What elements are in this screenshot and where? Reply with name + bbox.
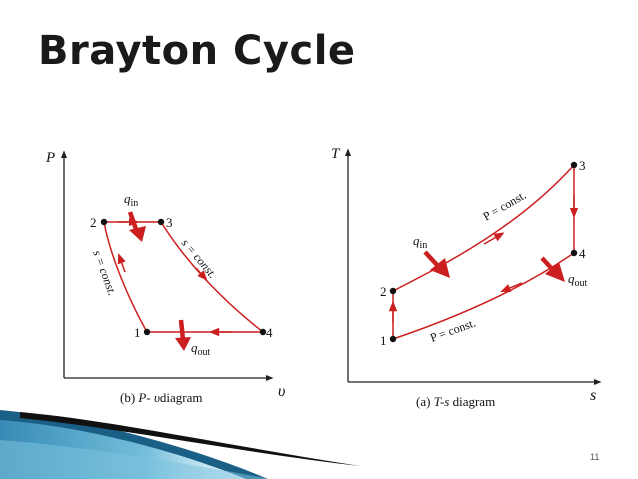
ts-upper-arrow	[483, 232, 505, 245]
pv-q-out-label: qout	[191, 340, 211, 358]
ts-diagram: T s 1 2 3 4 qin qout P =	[331, 146, 602, 409]
pv-point-label-2: 2	[90, 215, 97, 230]
ts-state-point-3	[570, 161, 578, 169]
pv-point-label-1: 1	[134, 325, 141, 340]
ts-q-out-arrow	[540, 256, 565, 282]
pv-q-in-arrow	[127, 211, 146, 242]
pv-expansion-arrow	[195, 267, 208, 281]
pv-isentropic-label-right: s = const.	[179, 236, 220, 281]
ts-isobar-label-upper: P = const.	[481, 188, 529, 224]
pv-point-label-3: 3	[166, 215, 173, 230]
ts-heat-rejection-curve	[392, 252, 575, 340]
ts-point-label-4: 4	[579, 246, 586, 261]
pv-y-axis-label: P	[45, 150, 55, 166]
pv-state-point-4	[259, 328, 267, 336]
pv-isentropic-label-left: s = const.	[90, 248, 119, 297]
ts-isobar-label-lower: P = const.	[428, 315, 477, 344]
pv-diagram: P υ 1 2 3 4 qin qout s =	[45, 150, 285, 405]
ts-caption: (a) T-s diagram	[416, 394, 495, 409]
pv-compression-curve	[103, 221, 148, 333]
pv-state-point-1	[143, 328, 151, 336]
ts-q-in-label: qin	[413, 233, 427, 251]
slide-title: Brayton Cycle	[38, 28, 356, 74]
pv-compression-arrow	[117, 253, 126, 273]
ts-state-point-2	[389, 287, 397, 295]
ts-heat-addition-curve	[392, 164, 575, 292]
pv-caption: (b) P- υdiagram	[120, 390, 203, 405]
ts-q-in-arrow	[423, 250, 450, 278]
pv-q-out-arrow	[175, 319, 191, 351]
pv-point-label-4: 4	[266, 325, 273, 340]
ts-x-axis-label: s	[590, 387, 596, 404]
ts-state-point-4	[570, 249, 578, 257]
pv-state-point-2	[100, 218, 108, 226]
ts-point-label-3: 3	[579, 158, 586, 173]
pv-state-point-3	[157, 218, 165, 226]
decorative-swoosh	[0, 410, 360, 479]
pv-q-in-label: qin	[124, 191, 138, 209]
ts-q-out-label: qout	[568, 271, 588, 289]
ts-point-label-2: 2	[380, 284, 387, 299]
ts-y-axis-label: T	[331, 146, 341, 162]
pv-x-axis-label: υ	[278, 383, 285, 400]
page-number: 11	[590, 452, 600, 462]
ts-lower-arrow	[500, 282, 523, 292]
ts-point-label-1: 1	[380, 333, 387, 348]
ts-state-point-1	[389, 335, 397, 343]
